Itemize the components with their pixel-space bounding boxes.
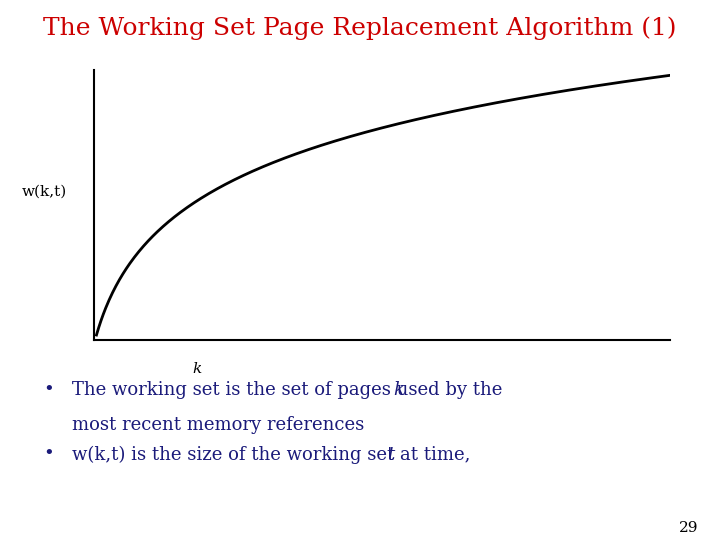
Text: •: •	[43, 446, 54, 463]
Text: most recent memory references: most recent memory references	[72, 416, 364, 434]
Text: The working set is the set of pages used by the: The working set is the set of pages used…	[72, 381, 508, 399]
Text: The Working Set Page Replacement Algorithm (1): The Working Set Page Replacement Algorit…	[43, 16, 677, 40]
Text: k: k	[393, 381, 405, 399]
Text: k: k	[193, 362, 202, 376]
Text: 29: 29	[679, 521, 698, 535]
Text: w(k,t): w(k,t)	[22, 185, 67, 199]
Text: w(k,t) is the size of the working set at time,: w(k,t) is the size of the working set at…	[72, 446, 476, 464]
Text: •: •	[43, 381, 54, 399]
Text: t: t	[387, 446, 394, 463]
